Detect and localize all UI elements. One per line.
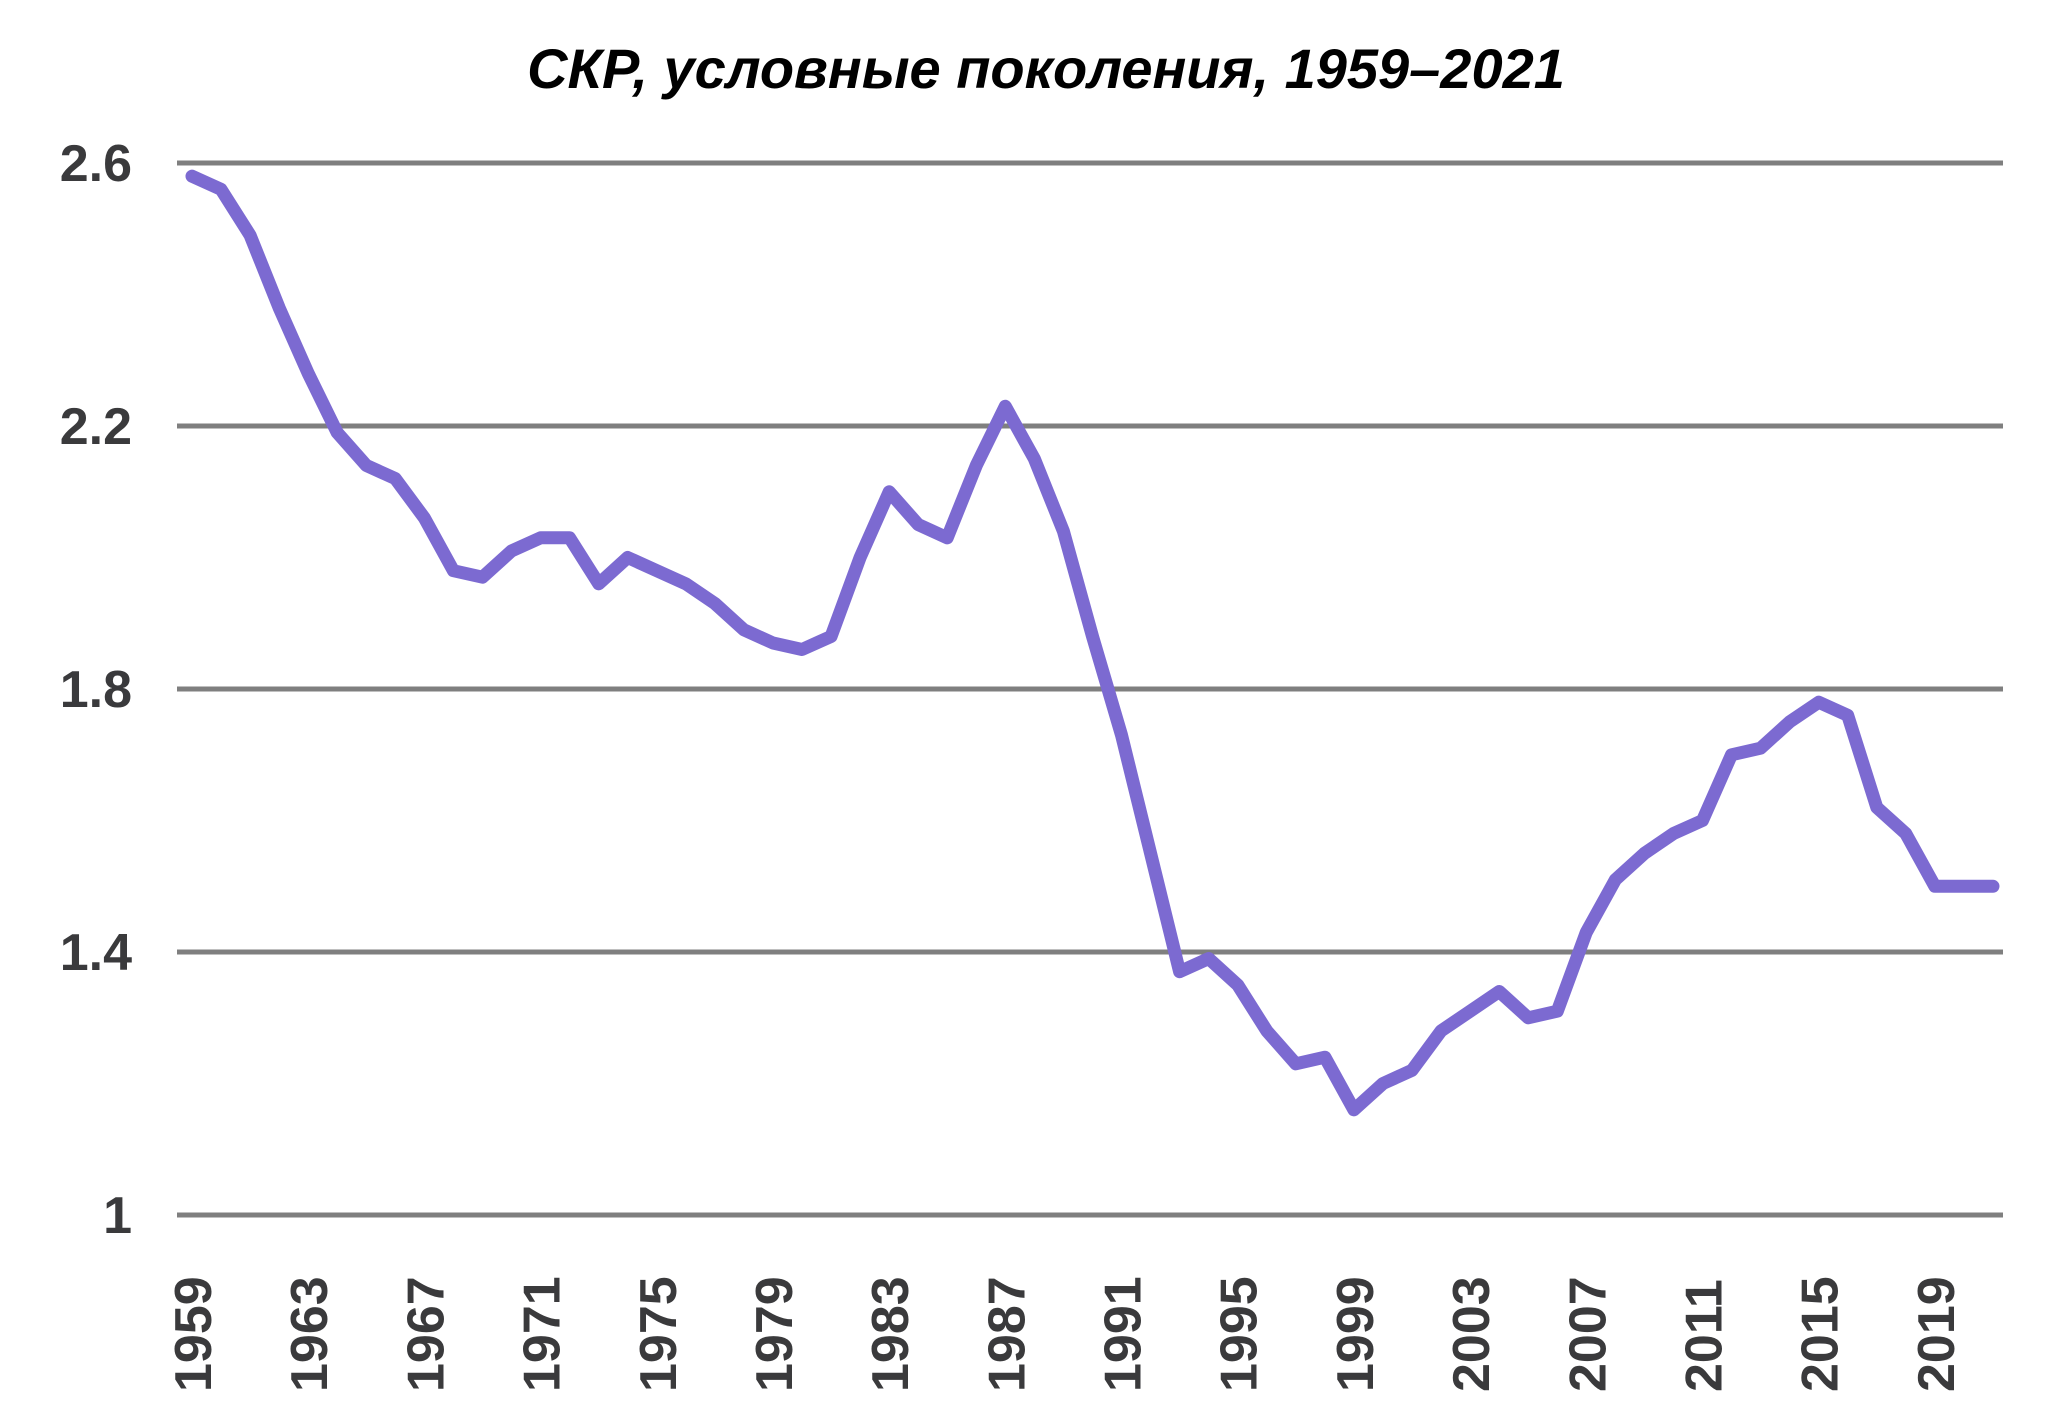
x-tick-label: 2003 — [1443, 1276, 1501, 1392]
y-tick-label: 1.8 — [60, 661, 132, 719]
y-axis-tick-labels: 2.6 2.2 1.8 1.4 1 — [60, 135, 132, 1245]
x-axis-tick-labels: 1959 1963 1967 1971 1975 1979 1983 1987 1991 1995… — [165, 1276, 1966, 1392]
tfr-line — [185, 169, 2000, 1117]
x-tick-label: 1999 — [1327, 1276, 1385, 1392]
gridlines-group — [177, 160, 2003, 1218]
y-tick-label: 2.6 — [60, 135, 132, 193]
x-tick-label: 2019 — [1908, 1276, 1966, 1392]
x-tick-label: 1963 — [281, 1276, 339, 1392]
x-tick-label: 2011 — [1675, 1279, 1733, 1392]
y-tick-label: 1.4 — [60, 924, 132, 982]
x-tick-label: 1967 — [397, 1276, 455, 1392]
x-tick-label: 1975 — [630, 1276, 688, 1392]
x-tick-label: 1991 — [1095, 1276, 1153, 1392]
x-tick-label: 1971 — [514, 1276, 572, 1392]
x-tick-label: 1959 — [165, 1276, 223, 1392]
x-tick-label: 1979 — [746, 1276, 804, 1392]
x-tick-label: 1987 — [978, 1276, 1036, 1392]
data-series-group — [185, 169, 2000, 1117]
x-tick-label: 1995 — [1211, 1276, 1269, 1392]
x-tick-label: 1983 — [862, 1276, 920, 1392]
x-tick-label: 2015 — [1792, 1276, 1850, 1392]
y-tick-label: 2.2 — [60, 398, 132, 456]
chart-title: СКР, условные поколения, 1959–2021 — [527, 37, 1565, 100]
x-tick-label: 2007 — [1559, 1276, 1617, 1392]
y-tick-label: 1 — [103, 1187, 132, 1245]
